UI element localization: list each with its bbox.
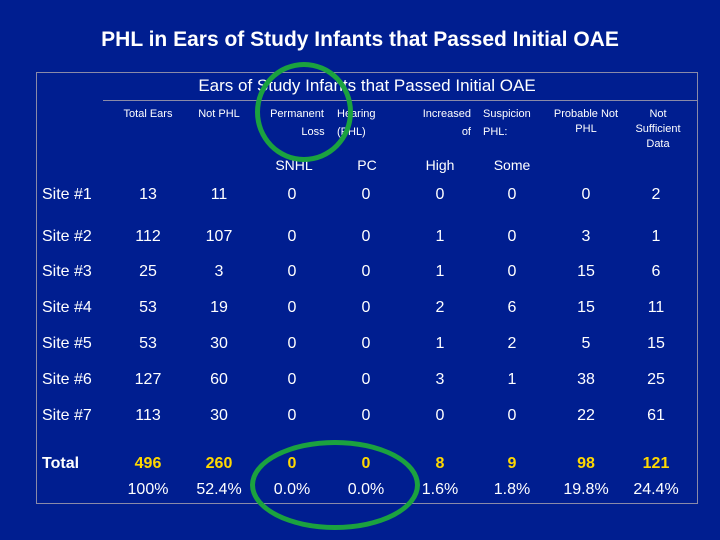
row-label: Site #3 <box>42 263 92 280</box>
table-cell: 19 <box>210 299 228 316</box>
caption-divider <box>103 100 697 101</box>
table-cell: 11 <box>647 299 665 316</box>
highlight-oval-bottom <box>250 440 420 530</box>
table-cell: 61 <box>647 407 665 424</box>
total-value: 98 <box>577 455 595 472</box>
row-label: Site #4 <box>42 299 92 316</box>
total-percent: 1.8% <box>493 481 531 498</box>
row-label: Site #2 <box>42 228 92 245</box>
table-cell: 1 <box>435 263 445 280</box>
table-cell: 0 <box>507 407 517 424</box>
table-cell: 30 <box>210 335 228 352</box>
table-cell: 0 <box>361 407 371 424</box>
subheader-high: High <box>425 157 455 173</box>
total-percent: 1.6% <box>421 481 459 498</box>
table-cell: 6 <box>651 263 661 280</box>
table-cell: 38 <box>577 371 595 388</box>
table-cell: 1 <box>507 371 517 388</box>
table-cell: 2 <box>435 299 445 316</box>
table-cell: 2 <box>651 186 661 203</box>
table-cell: 112 <box>135 228 161 245</box>
total-percent: 52.4% <box>196 481 242 498</box>
row-label: Site #7 <box>42 407 92 424</box>
table-cell: 1 <box>435 335 445 352</box>
total-value: 9 <box>507 455 517 472</box>
table-cell: 0 <box>287 407 297 424</box>
header-probable-not-phl: Probable Not PHL <box>553 108 619 135</box>
table-cell: 6 <box>507 299 517 316</box>
row-label: Site #1 <box>42 186 92 203</box>
total-label: Total <box>42 455 80 472</box>
table-cell: 0 <box>507 228 517 245</box>
header-not-phl: Not PHL <box>198 108 240 120</box>
table-cell: 3 <box>214 263 224 280</box>
table-cell: 60 <box>210 371 228 388</box>
table-cell: 0 <box>361 299 371 316</box>
table-cell: 3 <box>435 371 445 388</box>
total-percent: 24.4% <box>633 481 679 498</box>
table-cell: 1 <box>435 228 445 245</box>
table-cell: 2 <box>507 335 517 352</box>
table-cell: 0 <box>287 371 297 388</box>
table-cell: 0 <box>287 299 297 316</box>
data-table: Ears of Study Infants that Passed Initia… <box>36 72 698 504</box>
table-cell: 0 <box>581 186 591 203</box>
highlight-oval-left <box>255 62 353 162</box>
row-label: Site #6 <box>42 371 92 388</box>
table-cell: 53 <box>139 335 157 352</box>
table-cell: 107 <box>205 228 233 245</box>
table-cell: 0 <box>361 263 371 280</box>
table-cell: 15 <box>577 263 595 280</box>
table-cell: 15 <box>577 299 595 316</box>
table-cell: 0 <box>361 186 371 203</box>
total-percent: 19.8% <box>563 481 609 498</box>
header-suspicion: Suspicion <box>483 108 531 120</box>
table-cell: 0 <box>435 186 445 203</box>
table-cell: 30 <box>210 407 228 424</box>
table-cell: 0 <box>361 371 371 388</box>
table-cell: 25 <box>139 263 157 280</box>
total-value: 260 <box>205 455 233 472</box>
table-cell: 3 <box>581 228 591 245</box>
table-cell: 22 <box>577 407 595 424</box>
row-label: Site #5 <box>42 335 92 352</box>
header-increased: Increased <box>422 108 471 120</box>
subheader-pc: PC <box>357 157 377 173</box>
table-cell: 15 <box>647 335 665 352</box>
total-value: 496 <box>134 455 162 472</box>
table-cell: 0 <box>361 228 371 245</box>
table-cell: 113 <box>135 407 161 424</box>
table-cell: 53 <box>139 299 157 316</box>
total-value: 121 <box>642 455 670 472</box>
table-caption: Ears of Study Infants that Passed Initia… <box>198 76 536 95</box>
table-cell: 0 <box>361 335 371 352</box>
header-not-sufficient-data: Not Sufficient Data <box>635 108 681 150</box>
table-cell: 0 <box>507 263 517 280</box>
table-cell: 0 <box>287 263 297 280</box>
table-cell: 127 <box>134 371 162 388</box>
table-cell: 0 <box>507 186 517 203</box>
table-cell: 0 <box>435 407 445 424</box>
slide-title: PHL in Ears of Study Infants that Passed… <box>101 28 619 51</box>
table-cell: 0 <box>287 186 297 203</box>
table-cell: 0 <box>287 335 297 352</box>
table-cell: 13 <box>139 186 157 203</box>
header-of: of <box>461 126 471 138</box>
table-cell: 25 <box>647 371 665 388</box>
table-cell: 0 <box>287 228 297 245</box>
table-cell: 1 <box>651 228 661 245</box>
total-value: 8 <box>435 455 445 472</box>
header-total-ears: Total Ears <box>123 108 173 120</box>
header-phl-colon: PHL: <box>483 126 508 138</box>
table-cell: 5 <box>581 335 591 352</box>
subheader-some: Some <box>493 157 531 173</box>
total-percent: 100% <box>127 481 169 498</box>
table-cell: 11 <box>210 186 228 203</box>
